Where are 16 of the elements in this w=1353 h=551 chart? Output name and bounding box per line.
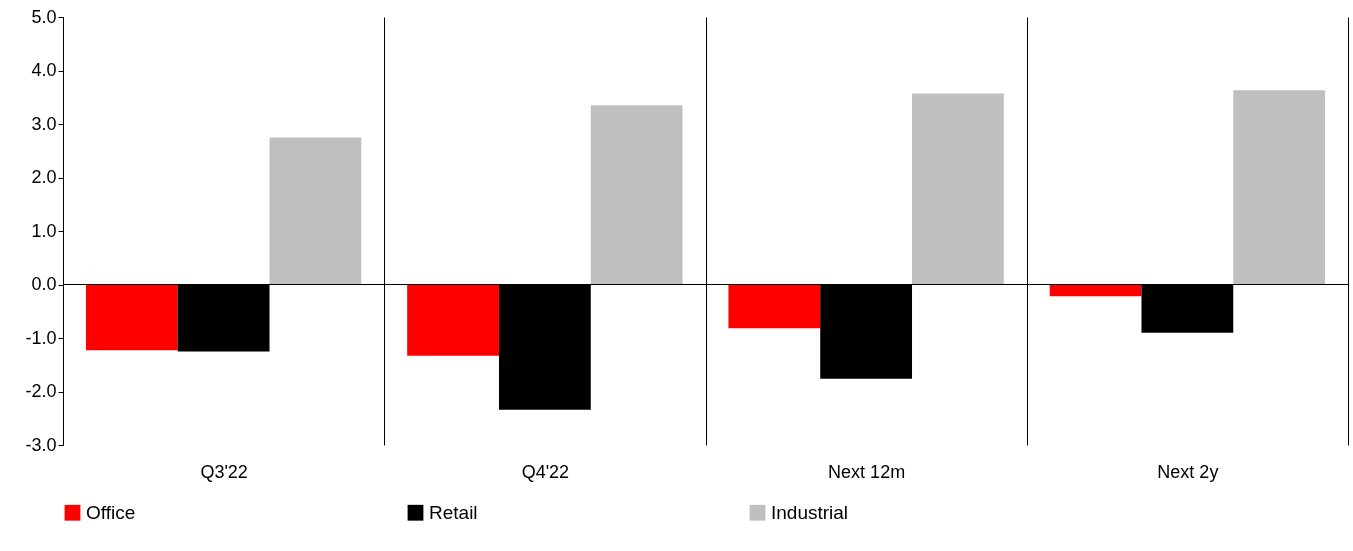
- legend-label: Retail: [429, 501, 478, 523]
- legend-label: Office: [86, 501, 136, 523]
- y-tick-label: 1.0: [31, 220, 57, 241]
- y-tick-label: 5.0: [31, 6, 57, 27]
- y-tick-label: 3.0: [31, 113, 57, 134]
- y-tick-label: -1.0: [25, 327, 57, 348]
- y-tick-label: 2.0: [31, 167, 57, 187]
- y-tick-label: 4.0: [31, 60, 57, 80]
- x-tick-label: Next 2y: [1157, 461, 1219, 482]
- x-tick-label: Next 12m: [828, 461, 906, 482]
- legend-label: Industrial: [771, 501, 849, 523]
- x-tick-label: Q4'22: [521, 461, 570, 482]
- x-tick-label: Q3'22: [200, 461, 248, 482]
- y-tick-label: 0.0: [31, 274, 57, 294]
- y-tick-label: -3.0: [25, 434, 57, 455]
- y-tick-label: -2.0: [25, 381, 57, 401]
